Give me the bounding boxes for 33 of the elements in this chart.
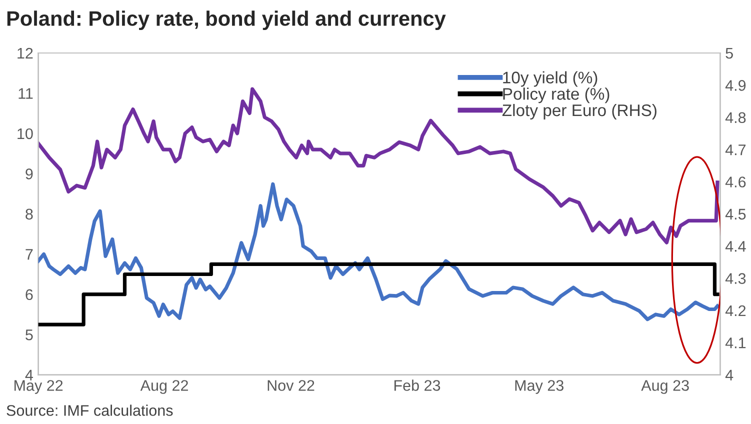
y-tick-label: 10 [18, 128, 33, 140]
y2-tick-label: 4.1 [725, 338, 746, 348]
x-tick-label: Nov 22 [268, 380, 314, 391]
y-tick-label: 12 [18, 48, 33, 59]
y-tick-label: 4 [25, 370, 33, 380]
y2-tick-label: 4.3 [725, 273, 746, 284]
legend-label: 10y yield (%) [503, 71, 598, 87]
y-tick-label: 6 [26, 289, 33, 300]
y2-tick-label: 4 [725, 370, 734, 380]
y2-tick-label: 4.4 [725, 241, 746, 252]
y2-tick-label: 4.8 [725, 112, 746, 124]
x-tick-label: May 23 [515, 380, 564, 394]
x-tick-label: May 22 [14, 380, 63, 394]
legend-label: Zloty per Euro (RHS) [502, 104, 656, 120]
chart-title: Poland: Policy rate, bond yield and currency [7, 10, 446, 30]
x-tick-label: Aug 22 [140, 380, 188, 394]
y2-tick-label: 4.2 [725, 305, 746, 316]
line-series [38, 87, 720, 244]
x-tick-label: Feb 23 [394, 380, 440, 391]
y2-tick-label: 5 [726, 48, 733, 59]
y-tick-label: 9 [26, 168, 33, 180]
y2-tick-label: 4.7 [725, 144, 746, 156]
y-tick-label: 8 [26, 208, 33, 220]
y2-tick-label: 4.9 [725, 80, 746, 91]
y-tick-label: 11 [18, 88, 33, 99]
source-note: Source: IMF calculations [6, 404, 173, 416]
y-tick-label: 5 [26, 330, 33, 340]
y2-tick-label: 4.6 [725, 176, 746, 188]
y2-tick-label: 4.5 [725, 208, 746, 220]
legend-label: Policy rate (%) [503, 88, 610, 104]
line-series [38, 182, 720, 322]
x-tick-label: Aug 23 [641, 380, 689, 394]
y-tick-label: 7 [26, 249, 33, 260]
